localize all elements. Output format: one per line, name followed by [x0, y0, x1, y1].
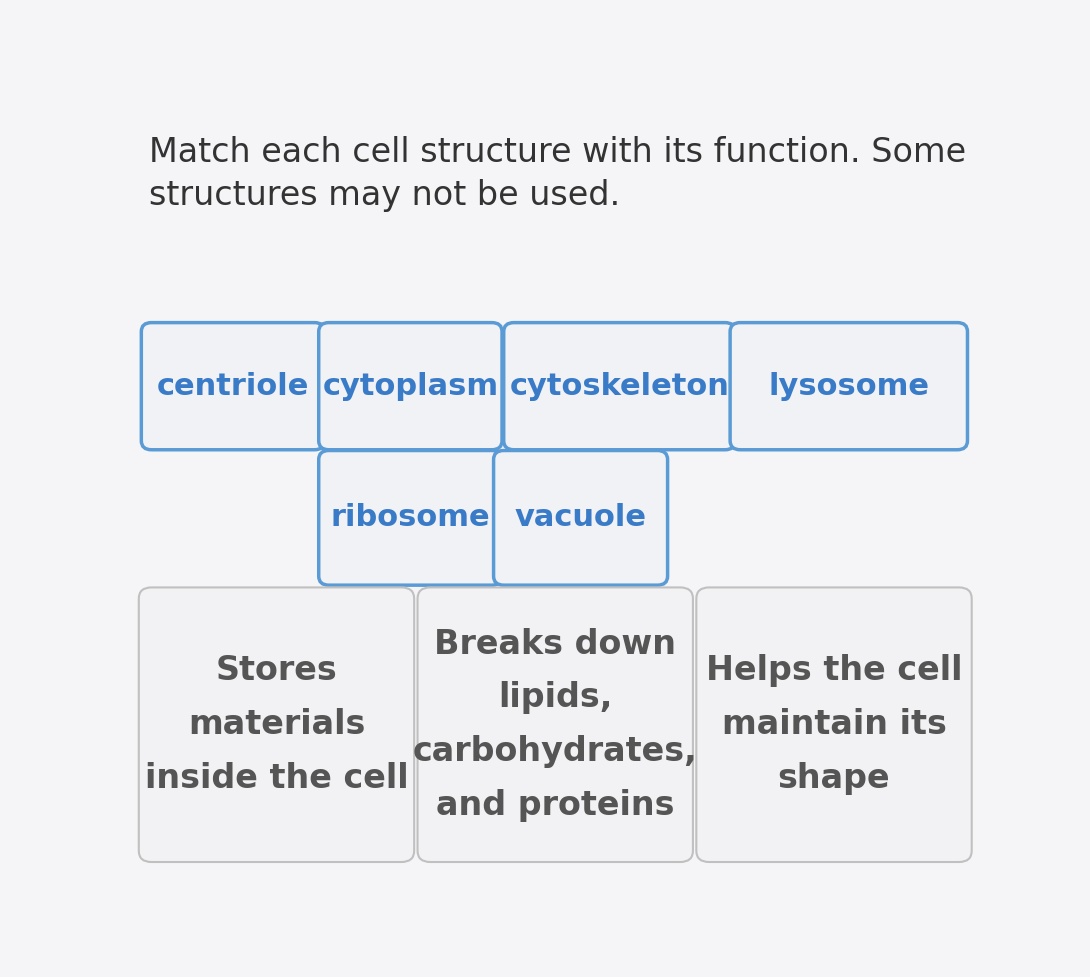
FancyBboxPatch shape: [494, 450, 667, 585]
FancyBboxPatch shape: [417, 587, 693, 862]
Text: ribosome: ribosome: [330, 503, 490, 532]
Text: Match each cell structure with its function. Some: Match each cell structure with its funct…: [149, 136, 966, 169]
Text: cytoplasm: cytoplasm: [323, 371, 498, 401]
Text: structures may not be used.: structures may not be used.: [149, 179, 620, 212]
FancyBboxPatch shape: [697, 587, 971, 862]
FancyBboxPatch shape: [138, 587, 414, 862]
FancyBboxPatch shape: [142, 322, 325, 449]
FancyBboxPatch shape: [504, 322, 735, 449]
Text: Stores
materials
inside the cell: Stores materials inside the cell: [145, 655, 409, 795]
Text: Breaks down
lipids,
carbohydrates,
and proteins: Breaks down lipids, carbohydrates, and p…: [413, 627, 698, 822]
Text: vacuole: vacuole: [514, 503, 646, 532]
Text: centriole: centriole: [157, 371, 310, 401]
FancyBboxPatch shape: [730, 322, 968, 449]
Text: cytoskeleton: cytoskeleton: [509, 371, 729, 401]
Text: Helps the cell
maintain its
shape: Helps the cell maintain its shape: [705, 655, 962, 795]
FancyBboxPatch shape: [318, 450, 502, 585]
Text: lysosome: lysosome: [768, 371, 930, 401]
FancyBboxPatch shape: [318, 322, 502, 449]
